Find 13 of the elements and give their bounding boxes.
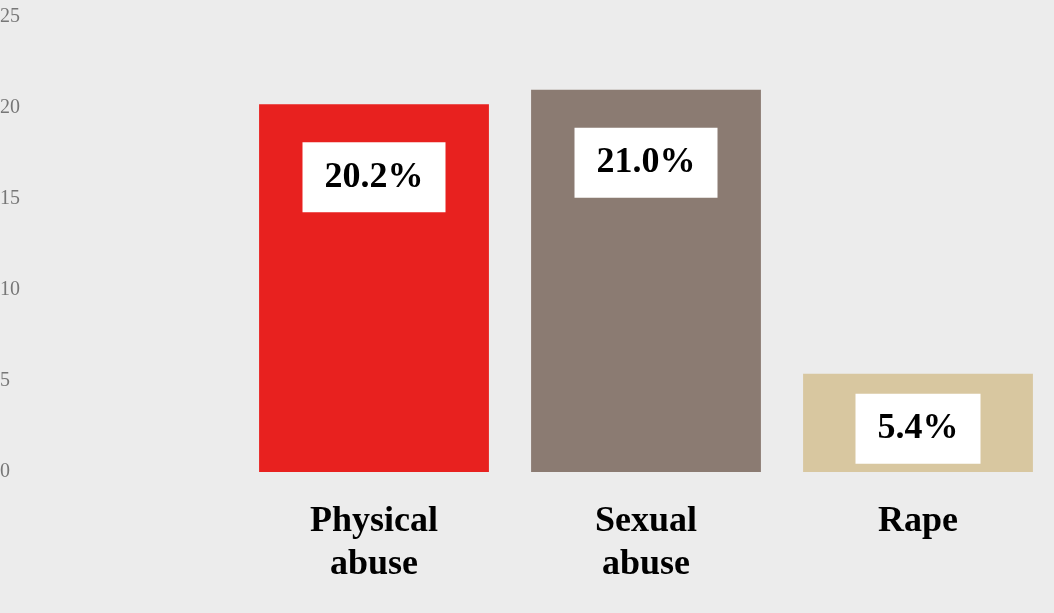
x-tick-label: Rape <box>878 498 959 539</box>
x-tick-label: Physical abuse <box>309 498 439 583</box>
y-tick-label: 15 <box>0 186 20 209</box>
x-tick-label: Sexual abuse <box>594 498 698 583</box>
data-label: 20.2% <box>324 154 424 195</box>
y-tick-label: 20 <box>0 95 20 118</box>
bar <box>531 89 761 472</box>
y-tick-label: 5 <box>0 368 10 391</box>
data-label: 5.4% <box>877 406 959 447</box>
y-tick-label: 10 <box>0 277 20 300</box>
data-label: 21.0% <box>596 140 696 181</box>
y-tick-label: 25 <box>0 4 20 27</box>
y-tick-label: 0 <box>0 459 10 482</box>
